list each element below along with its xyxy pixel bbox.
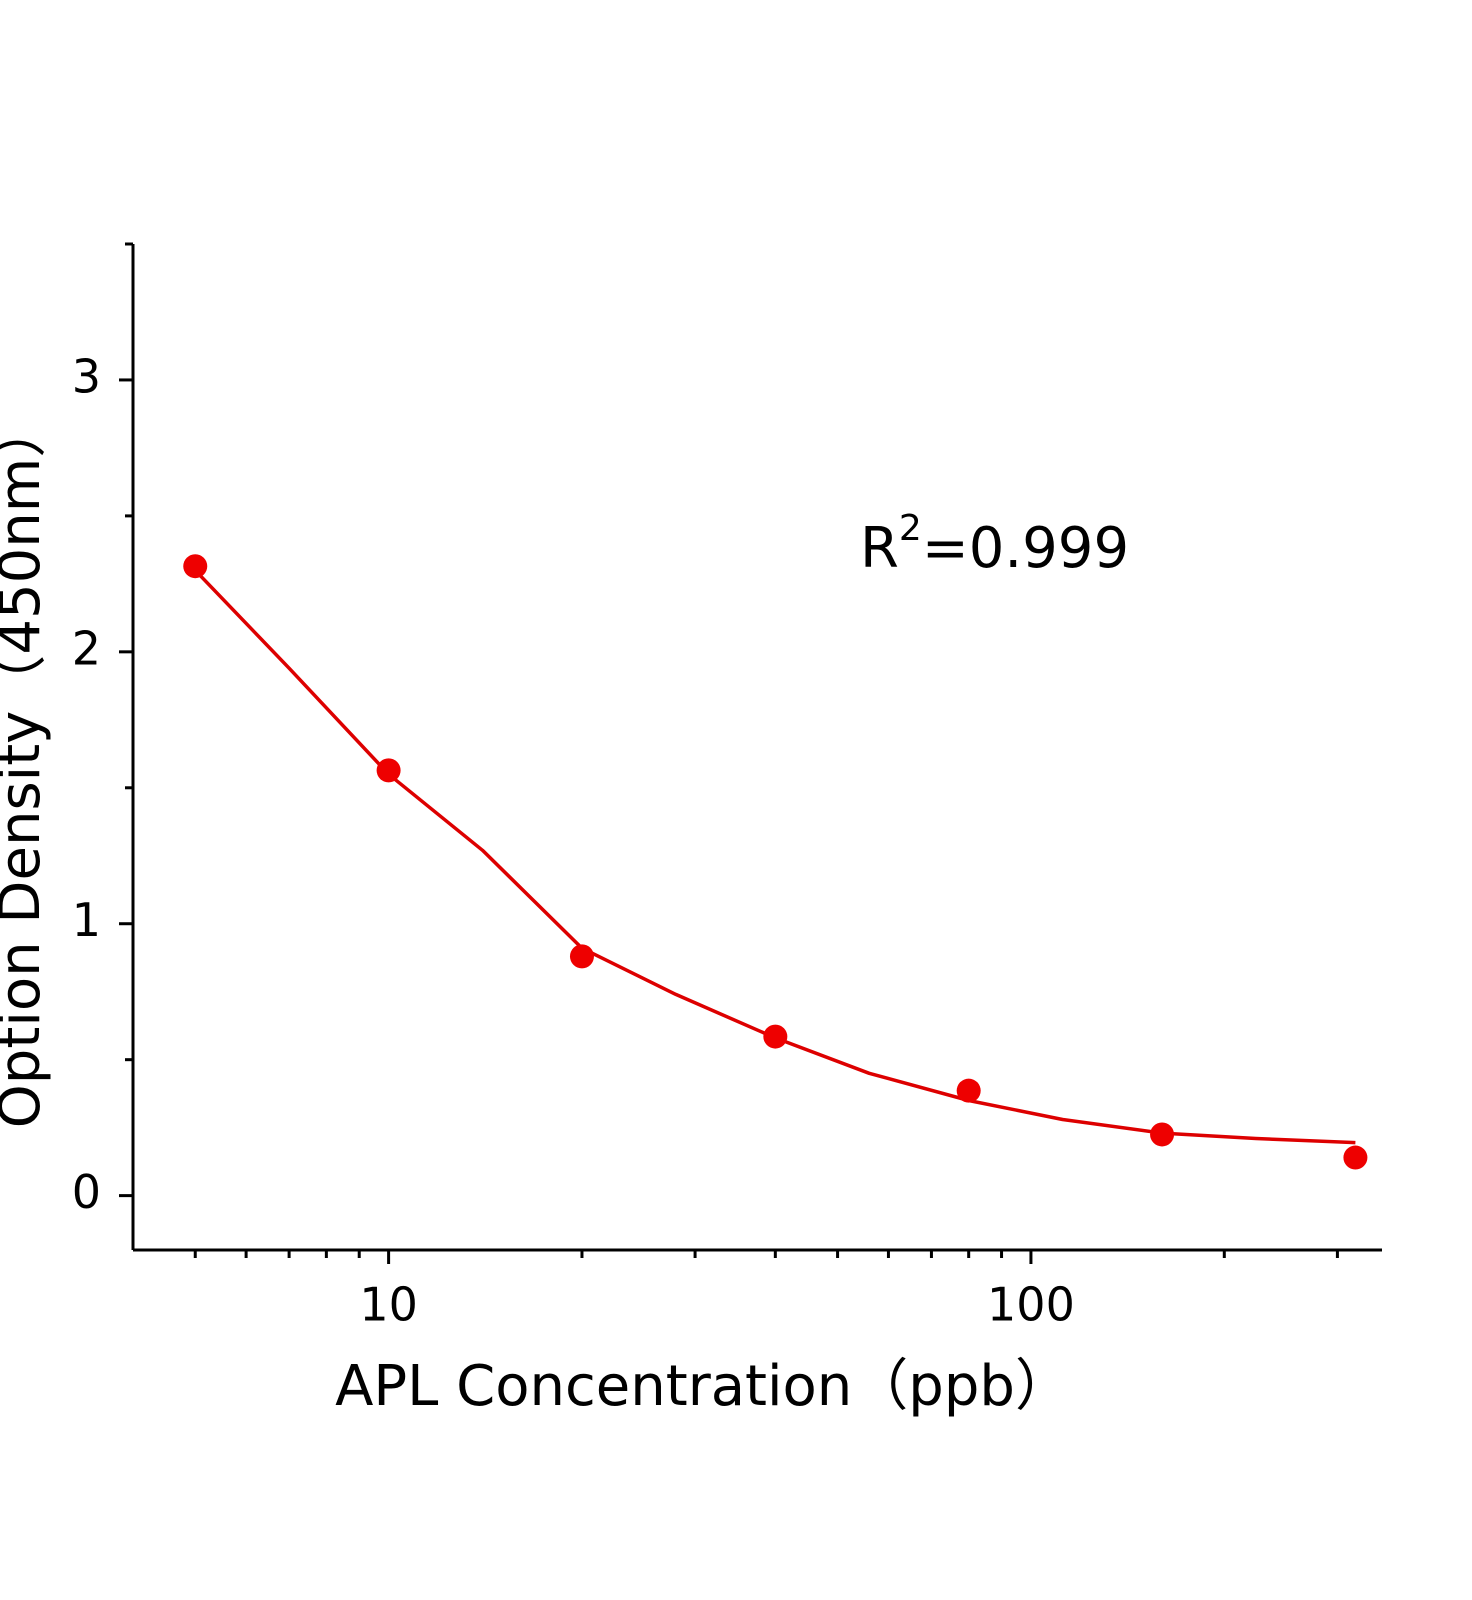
y-tick-label: 2	[72, 621, 101, 675]
x-axis-label: APL Concentration（ppb）	[335, 1354, 1071, 1419]
annotation-superscript: 2	[899, 508, 922, 549]
y-tick-label: 0	[72, 1165, 101, 1219]
annotation: R2=0.999	[860, 508, 1129, 581]
x-tick-label: 100	[987, 1278, 1075, 1332]
y-tick-label: 3	[72, 349, 101, 403]
data-point	[956, 1078, 981, 1103]
y-tick-label: 1	[72, 893, 101, 947]
annotation-text: =0.999	[922, 516, 1129, 581]
data-point	[376, 758, 401, 783]
annotation-text: R	[860, 516, 899, 581]
data-point	[1343, 1145, 1368, 1170]
x-tick-label: 10	[359, 1278, 418, 1332]
data-point	[763, 1024, 788, 1049]
fit-line	[193, 569, 1356, 1145]
data-point	[183, 554, 208, 579]
data-point	[569, 944, 594, 969]
y-axis-label: Option Density（450nm）	[0, 402, 53, 1129]
data-point	[1150, 1122, 1175, 1147]
